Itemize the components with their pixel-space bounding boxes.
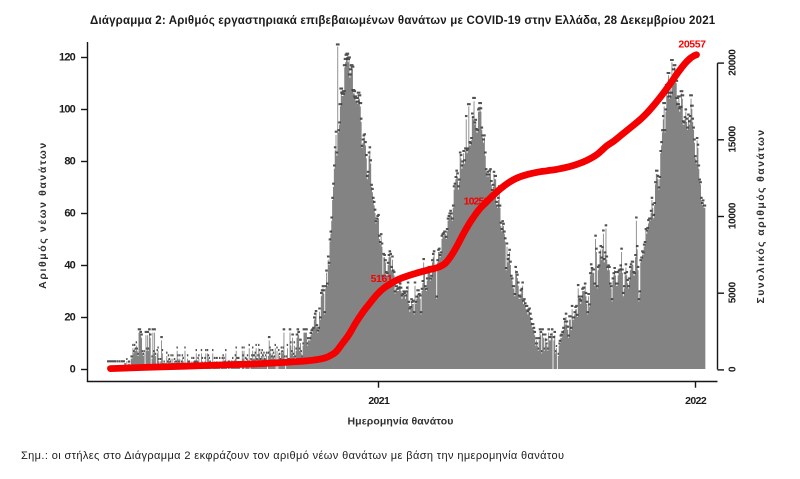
svg-text:Σημ.: οι στήλες στο Διάγραμμα: Σημ.: οι στήλες στο Διάγραμμα 2 εκφράζου… (21, 450, 564, 462)
svg-text:20: 20 (64, 312, 75, 324)
svg-text:40: 40 (64, 260, 75, 272)
svg-text:2021: 2021 (368, 395, 390, 407)
svg-text:100: 100 (59, 104, 76, 116)
svg-text:Συνολικός αριθμός θανάτων: Συνολικός αριθμός θανάτων (755, 128, 767, 303)
svg-text:2022: 2022 (685, 395, 707, 407)
svg-text:0: 0 (728, 366, 739, 372)
svg-text:0: 0 (70, 364, 76, 376)
svg-text:Αριθμός νέων θανάτων: Αριθμός νέων θανάτων (37, 141, 49, 289)
svg-text:5000: 5000 (728, 281, 739, 303)
svg-text:15000: 15000 (728, 125, 739, 152)
svg-text:80: 80 (64, 156, 75, 168)
svg-text:60: 60 (64, 208, 75, 220)
svg-text:120: 120 (59, 52, 76, 64)
svg-text:20000: 20000 (728, 49, 739, 76)
svg-text:20557: 20557 (678, 39, 706, 51)
svg-text:Διάγραμμα 2: Αριθμός εργαστηρι: Διάγραμμα 2: Αριθμός εργαστηριακά επιβεβ… (90, 15, 716, 27)
svg-text:10000: 10000 (728, 202, 739, 229)
svg-text:Ημερομηνία θανάτου: Ημερομηνία θανάτου (347, 416, 453, 428)
svg-text:5161: 5161 (371, 273, 393, 285)
